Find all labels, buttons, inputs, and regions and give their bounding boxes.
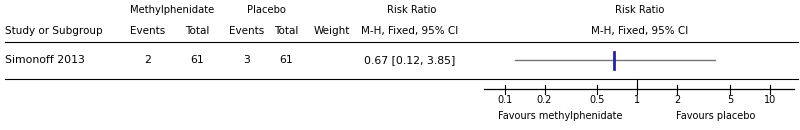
Text: 0.5: 0.5 [590, 95, 605, 105]
Text: 0.1: 0.1 [497, 95, 512, 105]
Text: 3: 3 [243, 55, 250, 65]
Text: Placebo: Placebo [247, 5, 286, 15]
Text: Study or Subgroup: Study or Subgroup [5, 26, 102, 36]
Text: Methylphenidate: Methylphenidate [130, 5, 214, 15]
Text: 0.67 [0.12, 3.85]: 0.67 [0.12, 3.85] [364, 55, 455, 65]
Text: Favours placebo: Favours placebo [676, 112, 755, 121]
Text: Risk Ratio: Risk Ratio [615, 5, 665, 15]
Text: 1: 1 [634, 95, 641, 105]
Text: Weight: Weight [314, 26, 350, 36]
Text: 61: 61 [190, 55, 205, 65]
Text: Events: Events [130, 26, 166, 36]
Text: 2: 2 [674, 95, 681, 105]
Text: 2: 2 [145, 55, 151, 65]
Text: Events: Events [229, 26, 264, 36]
Text: Total: Total [186, 26, 210, 36]
Text: Simonoff 2013: Simonoff 2013 [5, 55, 85, 65]
Text: 10: 10 [764, 95, 776, 105]
Text: Risk Ratio: Risk Ratio [387, 5, 437, 15]
Text: M-H, Fixed, 95% CI: M-H, Fixed, 95% CI [361, 26, 458, 36]
Text: Total: Total [274, 26, 298, 36]
Text: 5: 5 [727, 95, 734, 105]
Text: 0.2: 0.2 [537, 95, 552, 105]
Text: M-H, Fixed, 95% CI: M-H, Fixed, 95% CI [591, 26, 689, 36]
Text: 61: 61 [279, 55, 294, 65]
Text: Favours methylphenidate: Favours methylphenidate [498, 112, 623, 121]
